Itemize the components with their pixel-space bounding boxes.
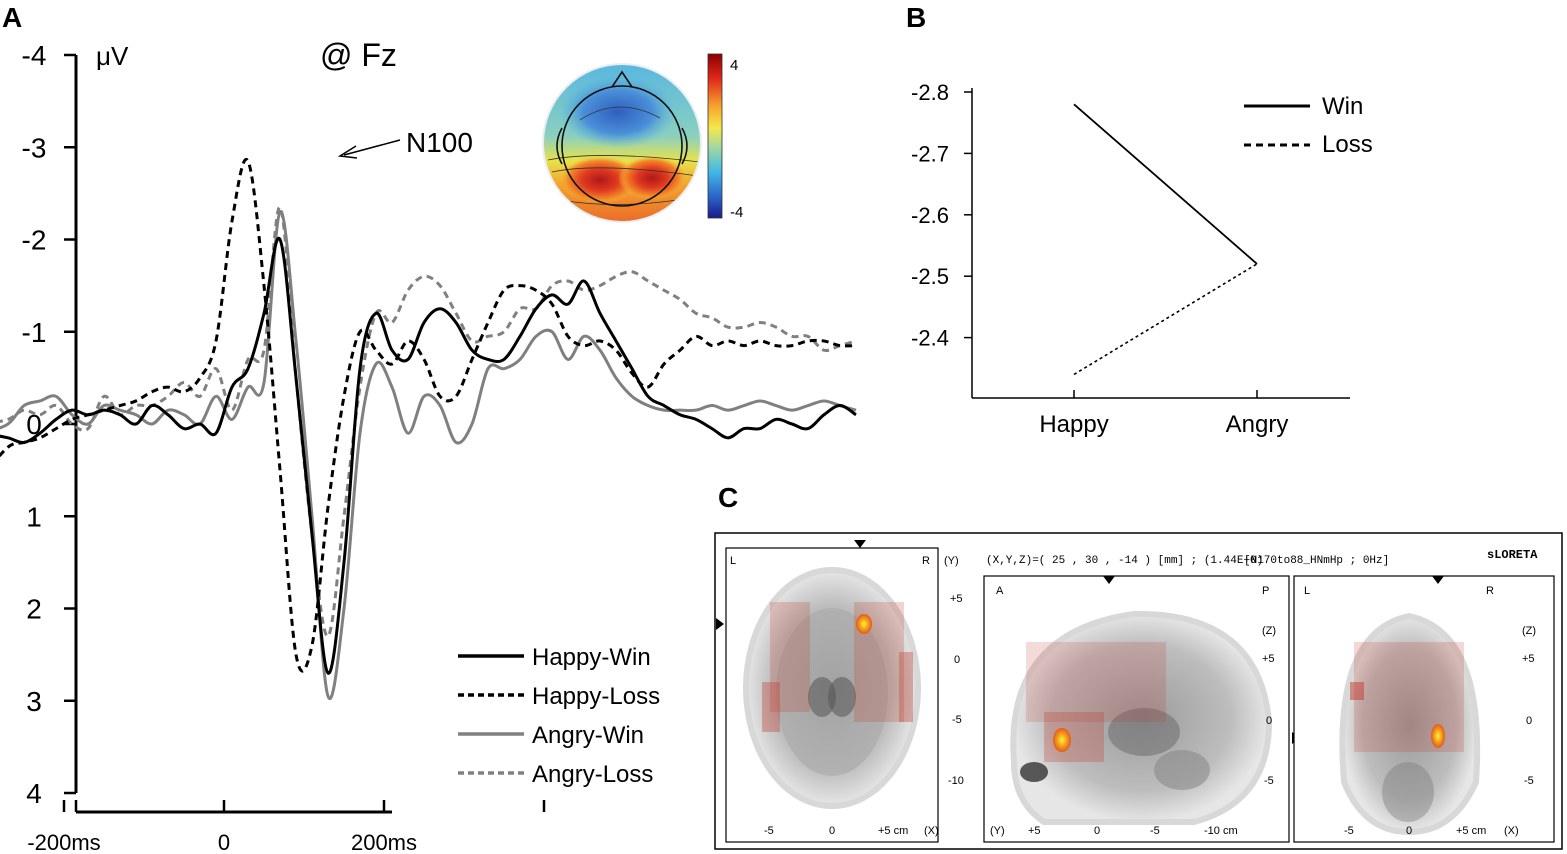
sloreta-brand: sLORETA [1487,548,1538,562]
legend-win-label: Win [1322,93,1363,120]
y-axis-label: μV [96,41,129,71]
y-tick-label: 3 [26,686,42,717]
n100-annotation: N100 [406,127,473,158]
y-tick-label: 2 [26,594,42,625]
axial-y-tick-2: -5 [952,714,962,726]
series-angry-loss [0,205,857,638]
sagittal-y-axis: (Y) [990,825,1005,837]
coronal-x-axis: (X) [1504,825,1519,837]
sloreta-coords: (X,Y,Z)=( 25 , 30 , -14 ) [mm] ; (1.44E+… [986,555,1263,567]
axial-x-axis: (X) [924,825,939,837]
sagittal-x-tick-3: -10 cm [1204,825,1238,837]
coronal-view: L R (Z) +5 0 -5 -5 0 +5 cm (X) [1293,575,1555,843]
y-tick-label: -2.5 [911,264,949,289]
y-tick-label: -3 [22,132,47,163]
axial-y-tick-3: -10 [948,775,964,787]
coronal-x-tick-0: -5 [1344,825,1354,837]
x-tick-label: 0 [218,830,230,854]
series-happy-loss [0,157,857,673]
axial-y-tick-1: 0 [954,654,960,666]
legend-label: Angry-Win [532,722,644,749]
sagittal-z-tick-0: +5 [1262,653,1275,665]
axial-left: L [730,555,736,567]
sagittal-view: A P (Z) +5 0 -5 (Y) +5 0 -5 -10 cm [983,575,1300,843]
legend-loss-label: Loss [1322,131,1373,158]
panel-label-c: C [718,482,739,513]
legend: Happy-Win Happy-Loss Angry-Win Angry-Loss [458,644,660,788]
sagittal-z-axis: (Z) [1262,625,1276,637]
colorbar-max: 4 [730,57,738,74]
y-tick-label: -4 [22,40,47,71]
sagittal-x-tick-1: 0 [1094,825,1100,837]
legend: Win Loss [1244,93,1373,158]
series-angry-win [0,210,857,701]
coronal-left: L [1304,585,1310,597]
y-tick-label: 1 [26,501,42,532]
legend-label: Angry-Loss [532,761,653,788]
x-tick-label: Happy [1039,411,1108,438]
coronal-z-tick-2: -5 [1524,775,1534,787]
colorbar-min: -4 [730,204,743,221]
y-tick-label: -2 [22,225,47,256]
axial-y-axis: (Y) [944,555,959,567]
y-tick-label: -2.7 [911,141,949,166]
axial-x-tick-1: 0 [829,825,835,837]
y-tick-label: -2.8 [911,80,949,105]
scalp-topography-map [542,63,702,223]
series-happy-win [0,236,857,675]
axial-y-tick-0: +5 [950,593,963,605]
coronal-z-tick-1: 0 [1526,715,1532,727]
y-tick-label: 0 [26,409,42,440]
y-tick-label: 4 [26,778,42,809]
sagittal-x-tick-0: +5 [1028,825,1041,837]
y-tick-label: -2.4 [911,326,949,351]
x-tick-label: Angry [1226,411,1289,438]
axial-view: L R (Y) +5 0 -5 -10 -5 0 +5 cm (X) [716,540,964,843]
sloreta-figure: (X,Y,Z)=( 25 , 30 , -14 ) [mm] ; (1.44E+… [714,532,1563,850]
interaction-chart: -2.8 -2.7 -2.6 -2.5 -2.4 Happy Angry Win Loss [911,80,1373,438]
axial-x-tick-0: -5 [764,825,774,837]
sagittal-z-tick-2: -5 [1264,775,1274,787]
sagittal-x-tick-2: -5 [1150,825,1160,837]
y-tick-label: -1 [22,317,47,348]
panel-label-a: A [2,2,23,33]
coronal-z-tick-0: +5 [1522,653,1535,665]
sloreta-file: [N170to88_HNmHp ; 0Hz] [1244,555,1389,567]
legend-label: Happy-Win [532,644,651,671]
sagittal-z-tick-1: 0 [1266,715,1272,727]
sagittal-left: A [996,585,1004,597]
chart-title: @ Fz [320,37,397,73]
x-tick-label: -200ms [27,830,100,854]
n100-arrow [337,139,401,159]
series-loss [1073,263,1258,376]
panel-label-b: B [906,2,927,33]
axial-x-tick-2: +5 cm [878,825,908,837]
coronal-x-tick-1: 0 [1406,825,1412,837]
coronal-z-axis: (Z) [1522,625,1536,637]
y-tick-label: -2.6 [911,203,949,228]
legend-label: Happy-Loss [532,683,660,710]
sagittal-right: P [1262,585,1269,597]
colorbar: 4 -4 [707,53,743,221]
axial-right: R [922,555,930,567]
series-win [1073,103,1258,265]
coronal-x-tick-2: +5 cm [1456,825,1486,837]
x-tick-label: 200ms [351,830,417,854]
erp-axes [74,55,392,814]
coronal-right: R [1486,585,1494,597]
